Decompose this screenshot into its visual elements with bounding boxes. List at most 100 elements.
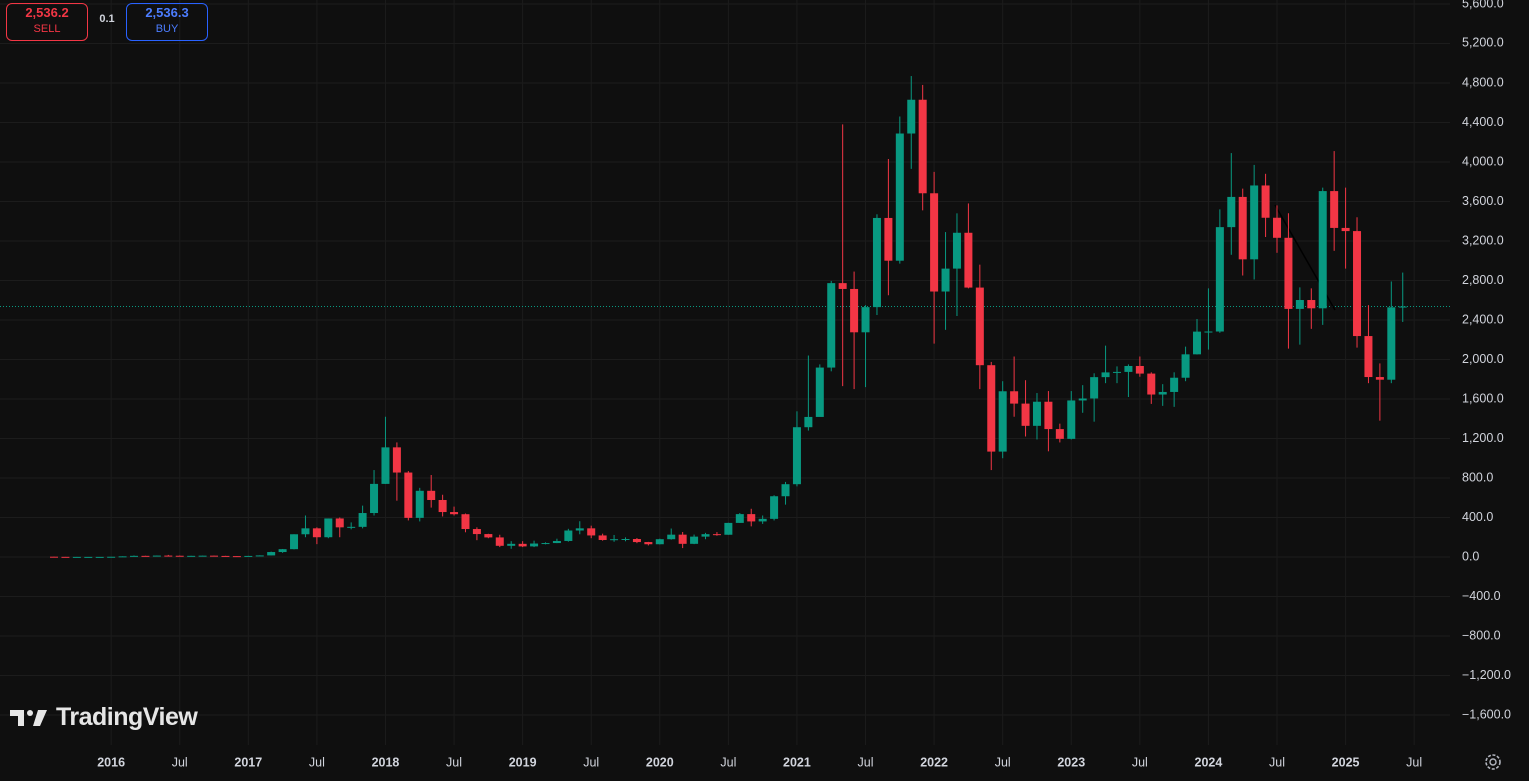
candle-body xyxy=(461,514,470,530)
x-tick-label: 2017 xyxy=(234,755,262,769)
candle-body xyxy=(758,518,767,522)
candle-body xyxy=(1181,354,1190,378)
candle-body xyxy=(175,555,184,557)
sell-button[interactable]: 2,536.2 SELL xyxy=(6,3,88,41)
candle-body xyxy=(370,483,379,514)
candle-body xyxy=(335,518,344,528)
candle-body xyxy=(1124,365,1133,372)
y-tick-label: 2,800.0 xyxy=(1462,273,1504,287)
candle-body xyxy=(1341,227,1350,232)
y-tick-label: −1,200.0 xyxy=(1462,668,1511,682)
candle-body xyxy=(541,543,550,545)
candle-body xyxy=(998,391,1007,452)
candle-body xyxy=(1112,371,1121,373)
candle-body xyxy=(610,539,619,541)
candle-body xyxy=(918,99,927,194)
candle-body xyxy=(987,365,996,452)
candle-body xyxy=(1227,196,1236,228)
candle-body xyxy=(1010,391,1019,404)
x-tick-label: 2021 xyxy=(783,755,811,769)
candle-body xyxy=(267,552,276,556)
candle-body xyxy=(1204,331,1213,333)
candle-body xyxy=(827,283,836,368)
x-tick-label: Jul xyxy=(1269,755,1285,769)
y-tick-label: 2,400.0 xyxy=(1462,312,1504,326)
watermark: TradingView xyxy=(10,703,198,732)
candle-body xyxy=(472,529,481,535)
candle-body xyxy=(1330,191,1339,228)
candle-body xyxy=(1101,372,1110,378)
candle-body xyxy=(552,540,561,544)
candle-body xyxy=(1250,185,1259,260)
candle-body xyxy=(701,534,710,537)
candle-body xyxy=(415,490,424,518)
candle-body xyxy=(152,555,161,557)
candle-body xyxy=(952,232,961,269)
candle-body xyxy=(1307,300,1316,309)
buy-button[interactable]: 2,536.3 BUY xyxy=(126,3,208,41)
candle-body xyxy=(1090,377,1099,399)
x-tick-label: Jul xyxy=(1406,755,1422,769)
candle-body xyxy=(632,538,641,543)
candle-body xyxy=(644,542,653,545)
y-tick-label: 4,800.0 xyxy=(1462,75,1504,89)
buy-label: BUY xyxy=(155,23,179,35)
candle-body xyxy=(61,556,70,558)
candle-body xyxy=(1375,377,1384,380)
y-tick-label: 4,400.0 xyxy=(1462,115,1504,129)
candle-body xyxy=(347,526,356,528)
candle-body xyxy=(232,556,241,558)
candle-body xyxy=(575,528,584,531)
candle-body xyxy=(690,536,699,544)
candle-body xyxy=(381,447,390,484)
candle-body xyxy=(1193,331,1201,355)
candle-body xyxy=(1055,429,1064,439)
candle-body xyxy=(438,499,447,513)
y-tick-label: 5,200.0 xyxy=(1462,36,1504,50)
x-tick-label: Jul xyxy=(309,755,325,769)
candle-body xyxy=(712,534,721,536)
candle-body xyxy=(564,530,573,541)
candle-body xyxy=(1273,217,1282,238)
candle-body xyxy=(667,534,676,540)
x-tick-label: 2024 xyxy=(1195,755,1223,769)
candle-body xyxy=(107,556,116,558)
y-tick-label: −1,600.0 xyxy=(1462,707,1511,721)
buy-price: 2,536.3 xyxy=(145,5,189,20)
candle-body xyxy=(792,427,801,485)
candle-body xyxy=(450,512,459,515)
candle-body xyxy=(187,555,196,557)
candle-body xyxy=(907,99,916,134)
candle-body xyxy=(1284,237,1293,309)
candle-body xyxy=(1135,365,1144,374)
candle-body xyxy=(1238,196,1247,260)
candle-body xyxy=(1261,185,1270,218)
candle-body xyxy=(781,484,790,497)
y-tick-label: 0.0 xyxy=(1462,549,1479,563)
candle-body xyxy=(72,556,81,558)
candle-body xyxy=(301,528,310,535)
candle-body xyxy=(587,528,596,536)
candle-body xyxy=(804,416,813,428)
y-tick-label: 4,000.0 xyxy=(1462,154,1504,168)
candle-body xyxy=(244,555,253,557)
candle-body xyxy=(1021,403,1030,426)
candle-body xyxy=(1044,401,1053,430)
candle-body xyxy=(1387,307,1396,380)
sell-price: 2,536.2 xyxy=(25,5,69,20)
x-tick-label: 2020 xyxy=(646,755,674,769)
x-tick-label: Jul xyxy=(172,755,188,769)
x-tick-label: 2018 xyxy=(372,755,400,769)
candle-body xyxy=(221,555,230,557)
candle-body xyxy=(118,556,127,558)
candle-body xyxy=(884,217,893,261)
candle-body xyxy=(1364,336,1373,378)
candle-body xyxy=(895,133,904,261)
settings-icon[interactable] xyxy=(1485,754,1501,770)
candle-body xyxy=(747,514,756,522)
candle-body xyxy=(1078,398,1087,401)
candle-body xyxy=(484,534,493,538)
candle-body xyxy=(324,518,333,538)
candle-body xyxy=(655,539,664,545)
